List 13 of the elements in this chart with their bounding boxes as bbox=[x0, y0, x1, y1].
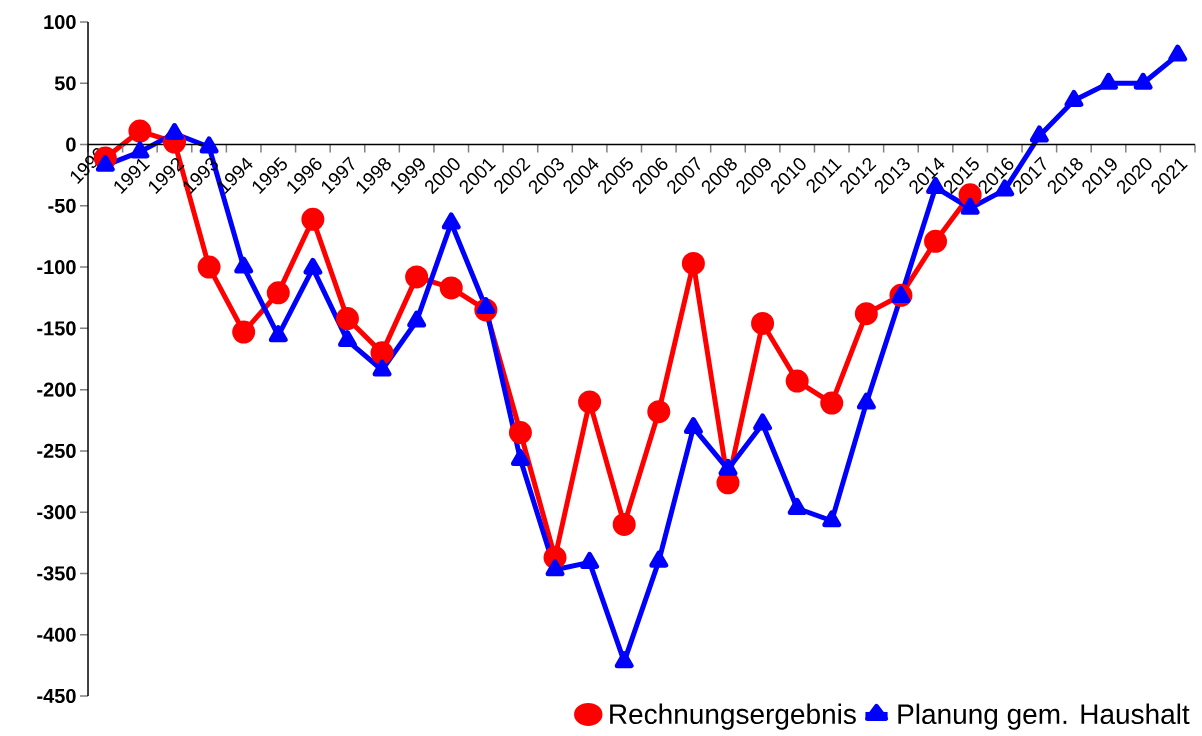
y-tick-label: -450 bbox=[37, 688, 76, 704]
y-tick-label: -300 bbox=[37, 505, 76, 520]
legend-label: Rechnungsergebnis bbox=[610, 703, 856, 730]
y-tick-label: -350 bbox=[37, 566, 76, 581]
legend-label: Planung gem. Haushalt bbox=[898, 703, 1190, 730]
y-tick-label: -250 bbox=[37, 443, 76, 458]
y-tick-label: -150 bbox=[37, 321, 76, 336]
y-tick-label: -100 bbox=[37, 260, 76, 275]
y-tick-label: 50 bbox=[54, 76, 76, 91]
y-tick-label: -400 bbox=[37, 627, 76, 642]
y-tick-label: -200 bbox=[37, 382, 76, 397]
y-tick-label: 100 bbox=[44, 14, 76, 30]
y-tick-label: -50 bbox=[48, 198, 76, 213]
